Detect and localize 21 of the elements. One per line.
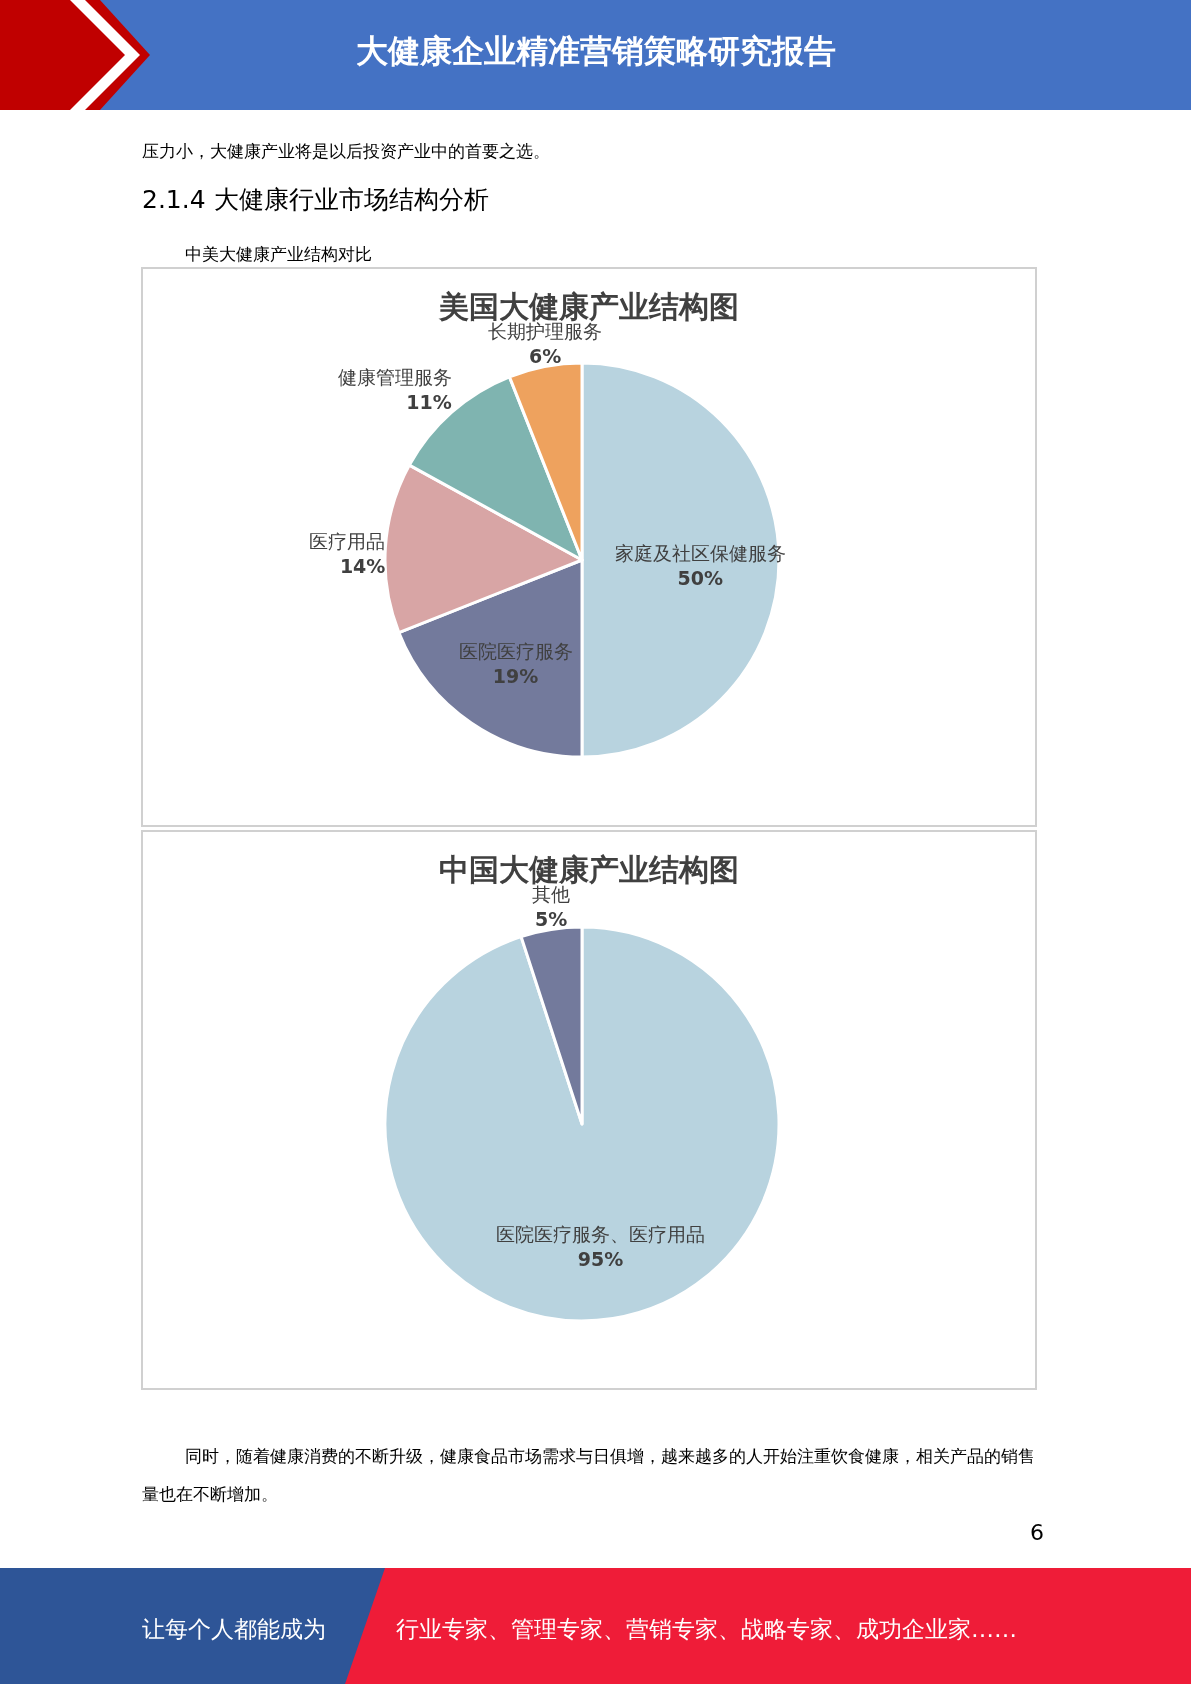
data-label: 5% [535, 908, 568, 931]
text: 大健康企业精准营销策略研究报告 [354, 31, 837, 72]
data-label: 14% [339, 554, 386, 577]
text: 同时，随着健康消费的不断升级，健康食品市场需求与日俱增，越来越多的人开始注重饮食健康，相关产品的销售量也在不断增加。 [142, 1445, 1036, 1506]
data-label: 19% [492, 664, 539, 687]
data-label: 95% [577, 1247, 624, 1270]
data-label: 50% [677, 567, 723, 589]
slice-label: 医疗用品 [309, 529, 386, 552]
slice-label: 健康管理服务 [337, 366, 452, 389]
data-label: 11% [406, 391, 452, 414]
text: 2.1.4 大健康行业市场结构分析 [142, 184, 489, 216]
text: 让每个人都能成为 [142, 1615, 326, 1644]
text: 压力小，大健康产业将是以后投资产业中的首要之选。 [142, 140, 550, 163]
text: 行业专家、管理专家、营销专家、战略专家、成功企业家…… [396, 1615, 1017, 1644]
data-label: 6% [528, 345, 562, 368]
pie-slice [383, 925, 781, 1323]
slice-label: 家庭及社区保健服务 [614, 542, 786, 564]
slice-label: 医院医疗服务 [458, 639, 573, 662]
text: 中美大健康产业结构对比 [185, 243, 372, 266]
slice-label: 医院医疗服务、医疗用品 [495, 1222, 705, 1245]
text: 6 [1030, 1520, 1044, 1545]
